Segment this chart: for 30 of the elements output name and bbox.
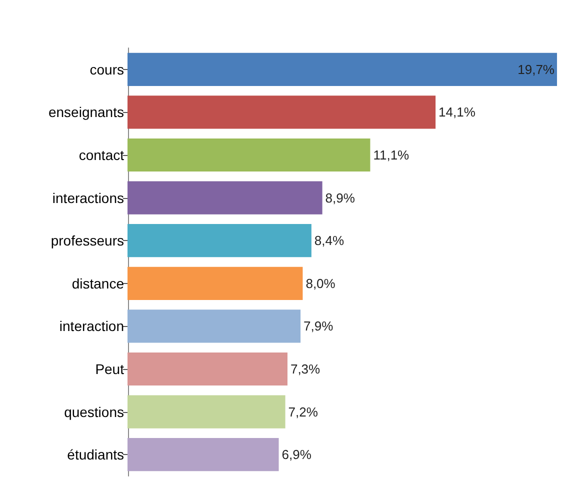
- y-tick-label: cours: [90, 61, 124, 78]
- data-label: 8,0%: [306, 276, 336, 291]
- data-label: 7,3%: [290, 362, 321, 376]
- y-tick-label: étudiants: [67, 446, 124, 463]
- bar: [128, 395, 286, 428]
- y-tick-label: contact: [78, 147, 124, 163]
- bar: [128, 138, 370, 172]
- data-label: 8,4%: [314, 233, 344, 248]
- y-tick-label: interactions: [52, 190, 124, 206]
- data-label: 6,9%: [282, 447, 312, 462]
- bar: [128, 52, 557, 86]
- data-label: 7,9%: [304, 318, 334, 334]
- bar: [128, 310, 301, 343]
- bar: [128, 266, 303, 300]
- data-label: 8,9%: [325, 190, 356, 206]
- data-label: 14,1%: [438, 104, 476, 120]
- bar: [128, 224, 312, 258]
- bar: [128, 438, 279, 472]
- bar: [128, 352, 288, 386]
- y-tick-label: enseignants: [48, 104, 124, 120]
- data-label: 11,1%: [373, 148, 410, 162]
- data-label: 7,2%: [288, 404, 318, 420]
- data-label: 19,7%: [518, 62, 555, 77]
- y-tick-label: distance: [72, 275, 124, 292]
- y-tick-label: professeurs: [50, 232, 124, 249]
- y-tick-label: Peut: [95, 361, 124, 377]
- y-tick-label: interaction: [59, 318, 124, 334]
- bar: [128, 181, 322, 214]
- bar: [128, 96, 436, 129]
- y-tick-label: questions: [64, 404, 124, 420]
